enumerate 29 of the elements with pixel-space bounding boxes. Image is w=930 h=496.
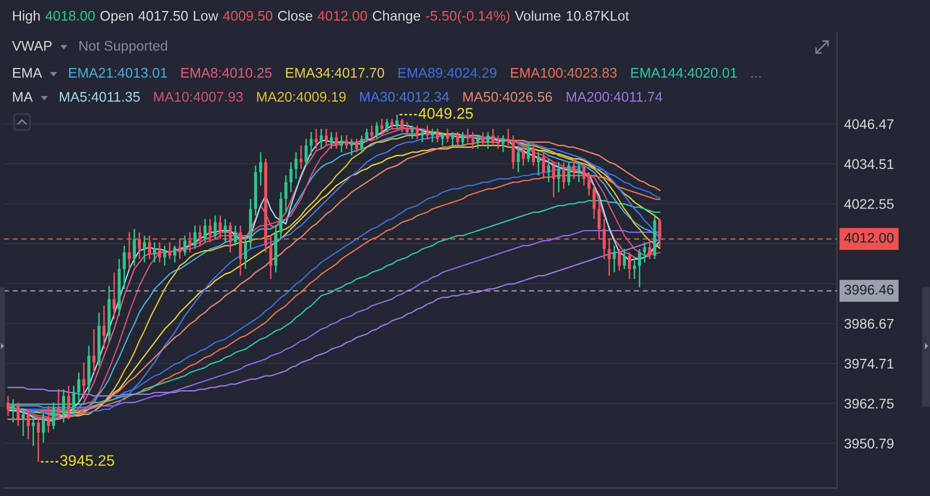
text: EMA21:4013.01 bbox=[69, 68, 167, 78]
annotation: Not Supported bbox=[80, 40, 168, 54]
annotation: 4049.25 bbox=[418, 108, 473, 119]
ref-line-label: 4012.00 bbox=[844, 232, 894, 243]
annotation: 3945.25 bbox=[60, 455, 114, 466]
y-tick-label: 4022.55 bbox=[844, 199, 894, 209]
text: MA30:4012.34 bbox=[360, 92, 449, 102]
text: ... bbox=[752, 76, 761, 78]
annotation: MA bbox=[13, 92, 33, 102]
text: MA200:4011.74 bbox=[566, 92, 662, 102]
y-tick-label: 4046.47 bbox=[844, 119, 894, 130]
y-tick-label: 3974.71 bbox=[844, 358, 894, 369]
text: EMA8:4010.25 bbox=[181, 68, 272, 78]
text: EMA89:4024.29 bbox=[398, 68, 496, 78]
ref-line-label: 3996.46 bbox=[844, 284, 894, 295]
y-tick-label: 3962.75 bbox=[844, 398, 894, 409]
annotation: EMA bbox=[13, 68, 42, 78]
chart-title: High 4018.00 Open 4017.50 Low 4009.50 Close 4012.00 Change -5.50(-0.14%) Volume 10.87KLot bbox=[13, 10, 629, 24]
text: EMA34:4017.70 bbox=[286, 68, 384, 78]
annotation: VWAP bbox=[12, 41, 52, 51]
y-tick-label: 3986.67 bbox=[844, 318, 894, 329]
text: MA20:4009.19 bbox=[257, 92, 346, 102]
text: MA50:4026.56 bbox=[463, 92, 552, 102]
y-tick-label: 4034.51 bbox=[844, 159, 894, 169]
text: MA5:4011.35 bbox=[60, 92, 140, 102]
text: EMA100:4023.83 bbox=[511, 68, 617, 78]
y-tick-label: 3950.79 bbox=[844, 438, 894, 448]
text: EMA144:4020.01 bbox=[631, 68, 737, 78]
text: MA10:4007.93 bbox=[154, 92, 243, 102]
